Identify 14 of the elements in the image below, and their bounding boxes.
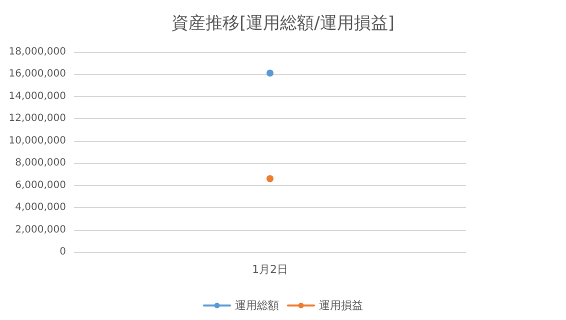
- y-tick-label: 16,000,000: [8, 68, 66, 80]
- y-tick-label: 0: [60, 246, 66, 258]
- y-tick-label: 12,000,000: [8, 113, 66, 124]
- legend-label: 運用総額: [235, 299, 279, 312]
- legend-label: 運用損益: [319, 299, 363, 312]
- y-tick-label: 4,000,000: [15, 202, 66, 214]
- y-tick-label: 8,000,000: [15, 158, 66, 169]
- y-tick-label: 2,000,000: [15, 224, 66, 236]
- x-tick-label: 1月2日: [252, 263, 288, 276]
- y-tick-label: 10,000,000: [8, 135, 66, 146]
- chart-title: 資産推移[運用総額/運用損益]: [172, 14, 394, 34]
- y-tick-label: 14,000,000: [8, 90, 66, 102]
- y-tick-label: 6,000,000: [15, 180, 66, 191]
- y-tick-label: 18,000,000: [8, 46, 66, 58]
